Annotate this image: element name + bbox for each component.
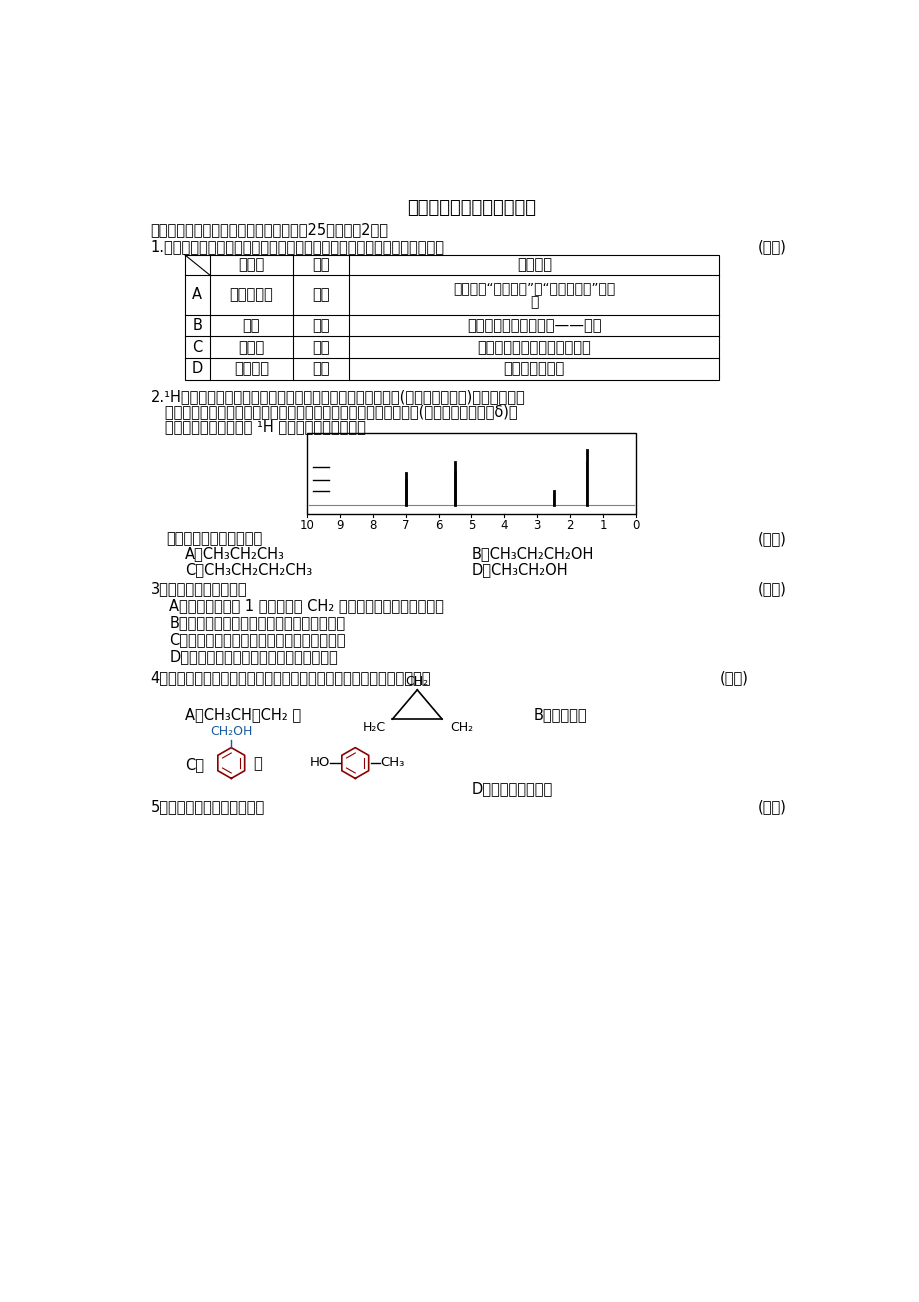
Text: 6: 6 <box>435 519 442 533</box>
Text: 10: 10 <box>300 519 314 533</box>
Text: CH₂OH: CH₂OH <box>210 725 252 738</box>
Text: D: D <box>191 361 202 376</box>
Text: (　　): ( ) <box>757 581 787 596</box>
Text: 0: 0 <box>631 519 639 533</box>
Text: CH₃: CH₃ <box>380 756 404 769</box>
Text: C: C <box>192 340 202 354</box>
Text: A: A <box>192 288 202 302</box>
Text: A．CH₃CH₂CH₃: A．CH₃CH₂CH₃ <box>185 547 284 561</box>
Text: (　　): ( ) <box>757 240 787 254</box>
Text: 4．下列各组物质最简式相同，但既不是同系物，又不是同分异构体的是: 4．下列各组物质最简式相同，但既不是同系物，又不是同分异构体的是 <box>151 669 431 685</box>
Text: 首次人工合成了有机物——尿素: 首次人工合成了有机物——尿素 <box>467 318 601 333</box>
Text: 德国: 德国 <box>312 318 330 333</box>
Text: (　　): ( ) <box>719 669 747 685</box>
Text: A．CH₃CH＝CH₂ 和: A．CH₃CH＝CH₂ 和 <box>185 707 301 721</box>
Text: 5．下列有机物命名正确的是: 5．下列有机物命名正确的是 <box>151 799 265 814</box>
Text: (　　): ( ) <box>757 531 787 547</box>
Text: D．CH₃CH₂OH: D．CH₃CH₂OH <box>471 562 568 577</box>
Text: 1.下列关于著名化学家的名字、国籍及主要贡献的对应关系中，不正确的是: 1.下列关于著名化学家的名字、国籍及主要贡献的对应关系中，不正确的是 <box>151 240 444 254</box>
Text: 念: 念 <box>529 294 538 309</box>
Bar <box>307 434 635 514</box>
Text: 信国: 信国 <box>312 361 330 376</box>
Text: B．乙夸和苯: B．乙夸和苯 <box>533 707 586 721</box>
Text: 就不同。现有一物质的 ¹H 核磁共振谱如图所示：: 就不同。现有一物质的 ¹H 核磁共振谱如图所示： <box>151 419 365 435</box>
Text: 则该物质可能是下列中的: 则该物质可能是下列中的 <box>166 531 262 547</box>
Text: C．: C． <box>185 758 203 772</box>
Text: 瑞典: 瑞典 <box>312 288 330 302</box>
Text: 5: 5 <box>467 519 475 533</box>
Text: 维勒: 维勒 <box>243 318 260 333</box>
Text: 法国: 法国 <box>312 340 330 354</box>
Text: B．相对分子质量相同的有机物是同分异构体: B．相对分子质量相同的有机物是同分异构体 <box>169 615 345 630</box>
Text: 8: 8 <box>369 519 376 533</box>
Text: 和: 和 <box>253 756 261 771</box>
Text: 创立了有机物的定量分析方法: 创立了有机物的定量分析方法 <box>477 340 591 354</box>
Text: C．CH₃CH₂CH₂CH₃: C．CH₃CH₂CH₂CH₃ <box>185 562 312 577</box>
Text: C．碳原子之间只以单键相结合的链烃为烷烃: C．碳原子之间只以单键相结合的链烃为烷烃 <box>169 631 346 647</box>
Text: 科学家: 科学家 <box>238 258 265 272</box>
Text: 首先提出“有机化学”和“有机化合物”的概: 首先提出“有机化学”和“有机化合物”的概 <box>453 281 615 296</box>
Text: 7: 7 <box>402 519 409 533</box>
Text: 主要贡献: 主要贡献 <box>516 258 551 272</box>
Text: (　　): ( ) <box>757 799 787 814</box>
Text: 2: 2 <box>566 519 573 533</box>
Text: 2.¹H核磁共振谱是指有机物分子中的氢原子核所处的化学环境(即其附近的基团)不同，表现出: 2.¹H核磁共振谱是指有机物分子中的氢原子核所处的化学环境(即其附近的基团)不同… <box>151 389 525 404</box>
Text: 李比希: 李比希 <box>238 340 265 354</box>
Text: H₂C: H₂C <box>362 720 385 733</box>
Text: 发现元素周期律: 发现元素周期律 <box>503 361 564 376</box>
Text: D．分子式相同的有机物一定是同一种物质: D．分子式相同的有机物一定是同一种物质 <box>169 648 337 664</box>
Text: 4: 4 <box>500 519 507 533</box>
Text: 贝采利乌斯: 贝采利乌斯 <box>229 288 273 302</box>
Text: CH₂: CH₂ <box>405 676 428 689</box>
Text: D．乙酸和甲酸甲酯: D．乙酸和甲酸甲酯 <box>471 781 552 796</box>
Text: HO: HO <box>309 756 329 769</box>
Text: B: B <box>192 318 202 333</box>
Text: 1: 1 <box>598 519 606 533</box>
Text: B．CH₃CH₂CH₂OH: B．CH₃CH₂CH₂OH <box>471 547 594 561</box>
Text: 门捷列夫: 门捷列夫 <box>233 361 268 376</box>
Text: CH₂: CH₂ <box>450 720 473 733</box>
Text: 一、选择题（每题只有一个正确答案，入25题，每醒2分）: 一、选择题（每题只有一个正确答案，入25题，每醒2分） <box>151 221 388 237</box>
Text: 9: 9 <box>336 519 344 533</box>
Text: A．分子组成相差 1 个或若干个 CH₂ 原子团的物质互称为同系物: A．分子组成相差 1 个或若干个 CH₂ 原子团的物质互称为同系物 <box>169 598 444 613</box>
Text: 3．下列说法中正确的是: 3．下列说法中正确的是 <box>151 581 247 596</box>
Bar <box>185 255 719 380</box>
Text: 国籍: 国籍 <box>312 258 330 272</box>
Text: 的核磁性就不同，代表核磁性特征的峰在核磁共振图中坐标的位置(化学位移，符号为δ)也: 的核磁性就不同，代表核磁性特征的峰在核磁共振图中坐标的位置(化学位移，符号为δ)… <box>151 404 516 419</box>
Text: 3: 3 <box>533 519 540 533</box>
Text: 三校联考高二期中化学试卷: 三校联考高二期中化学试卷 <box>406 199 536 216</box>
